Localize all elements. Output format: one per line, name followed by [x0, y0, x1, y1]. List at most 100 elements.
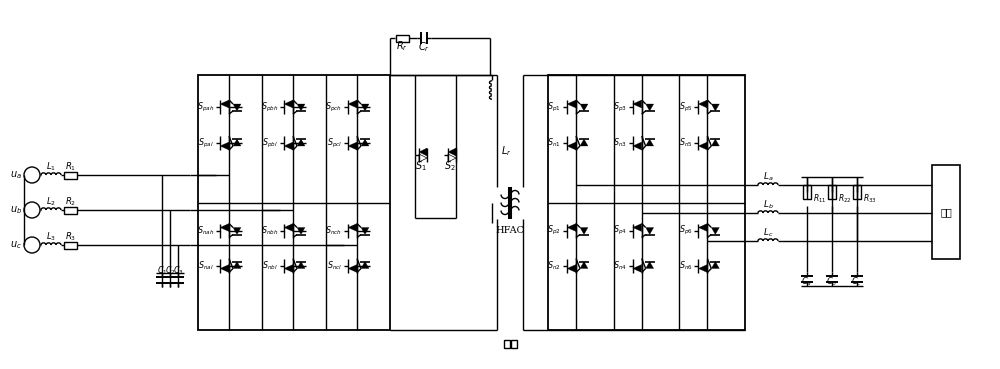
- Bar: [803, 185, 811, 199]
- Text: $S_{n1}$: $S_{n1}$: [547, 137, 561, 149]
- Text: $S_{p5}$: $S_{p5}$: [679, 100, 692, 114]
- Text: $S_{nah}$: $S_{nah}$: [197, 224, 214, 237]
- Text: $S_{pal}$: $S_{pal}$: [198, 137, 214, 149]
- Text: $S_{p4}$: $S_{p4}$: [613, 224, 627, 237]
- Polygon shape: [633, 265, 642, 272]
- Polygon shape: [220, 224, 229, 231]
- Text: $S_{pbl}$: $S_{pbl}$: [262, 137, 278, 149]
- Bar: [396, 34, 409, 41]
- Polygon shape: [711, 139, 719, 146]
- Text: $S_{n6}$: $S_{n6}$: [679, 259, 692, 272]
- Polygon shape: [220, 100, 229, 108]
- Polygon shape: [646, 139, 654, 146]
- Polygon shape: [284, 100, 293, 108]
- Text: $L_3$: $L_3$: [46, 231, 56, 243]
- Polygon shape: [580, 228, 588, 235]
- Polygon shape: [646, 262, 654, 269]
- Polygon shape: [633, 224, 642, 231]
- Text: $L_c$: $L_c$: [763, 227, 773, 239]
- Polygon shape: [220, 142, 229, 150]
- Bar: [932, 165, 960, 259]
- Polygon shape: [646, 228, 654, 235]
- Bar: [198, 75, 390, 330]
- Polygon shape: [698, 224, 707, 231]
- Text: $S_{p1}$: $S_{p1}$: [547, 100, 561, 114]
- Text: $S_{pbh}$: $S_{pbh}$: [261, 100, 278, 114]
- Polygon shape: [567, 142, 576, 150]
- Bar: [511, 340, 517, 348]
- Text: $C_c$: $C_c$: [851, 276, 863, 288]
- Polygon shape: [348, 224, 357, 231]
- Text: $S_{n2}$: $S_{n2}$: [547, 259, 561, 272]
- Text: $R_3$: $R_3$: [65, 231, 76, 243]
- Polygon shape: [580, 104, 588, 111]
- Text: HFAC: HFAC: [496, 226, 524, 235]
- Text: $S_{p2}$: $S_{p2}$: [547, 224, 561, 237]
- Text: $u_b$: $u_b$: [10, 204, 22, 216]
- Polygon shape: [419, 148, 427, 156]
- Polygon shape: [580, 139, 588, 146]
- Text: $S_{p3}$: $S_{p3}$: [613, 100, 627, 114]
- Text: $L_2$: $L_2$: [46, 196, 56, 208]
- Text: $R_r$: $R_r$: [396, 39, 408, 53]
- Polygon shape: [284, 265, 293, 272]
- Text: $C_b$: $C_b$: [826, 276, 838, 288]
- Text: $u_a$: $u_a$: [10, 169, 22, 181]
- Bar: [64, 241, 77, 248]
- Polygon shape: [361, 139, 369, 146]
- Text: $S_1$: $S_1$: [415, 159, 427, 173]
- Polygon shape: [711, 228, 719, 235]
- Polygon shape: [233, 139, 241, 146]
- Text: $R_{11}$: $R_{11}$: [813, 193, 827, 205]
- Text: $C_2$: $C_2$: [165, 265, 175, 277]
- Polygon shape: [297, 228, 305, 235]
- Bar: [64, 207, 77, 214]
- Text: $R_{33}$: $R_{33}$: [863, 193, 877, 205]
- Text: $S_{p6}$: $S_{p6}$: [679, 224, 692, 237]
- Polygon shape: [580, 262, 588, 269]
- Polygon shape: [361, 228, 369, 235]
- Text: $S_2$: $S_2$: [444, 159, 456, 173]
- Text: $R_1$: $R_1$: [65, 161, 76, 173]
- Text: $S_{nbh}$: $S_{nbh}$: [261, 224, 278, 237]
- Polygon shape: [220, 265, 229, 272]
- Text: $u_c$: $u_c$: [10, 239, 22, 251]
- Text: $L_r$: $L_r$: [501, 144, 512, 158]
- Polygon shape: [297, 104, 305, 111]
- Text: $C_a$: $C_a$: [801, 276, 813, 288]
- Text: $S_{nch}$: $S_{nch}$: [325, 224, 342, 237]
- Polygon shape: [448, 148, 456, 156]
- Polygon shape: [698, 100, 707, 108]
- Polygon shape: [698, 142, 707, 150]
- Text: $R_2$: $R_2$: [65, 196, 76, 208]
- Text: $S_{n3}$: $S_{n3}$: [613, 137, 627, 149]
- Polygon shape: [297, 139, 305, 146]
- Text: $S_{n4}$: $S_{n4}$: [613, 259, 627, 272]
- Polygon shape: [348, 142, 357, 150]
- Polygon shape: [711, 104, 719, 111]
- Polygon shape: [361, 104, 369, 111]
- Text: $S_{nbl}$: $S_{nbl}$: [262, 259, 278, 272]
- Text: $S_{pcl}$: $S_{pcl}$: [327, 137, 342, 149]
- Polygon shape: [419, 154, 427, 162]
- Polygon shape: [233, 104, 241, 111]
- Bar: [504, 340, 510, 348]
- Polygon shape: [633, 100, 642, 108]
- Polygon shape: [567, 265, 576, 272]
- Polygon shape: [711, 262, 719, 269]
- Bar: [64, 172, 77, 179]
- Text: $S_{pch}$: $S_{pch}$: [325, 100, 342, 114]
- Polygon shape: [297, 262, 305, 269]
- Polygon shape: [567, 100, 576, 108]
- Text: $C_1$: $C_1$: [157, 265, 167, 277]
- Text: $S_{n5}$: $S_{n5}$: [679, 137, 692, 149]
- Polygon shape: [633, 142, 642, 150]
- Text: $R_{22}$: $R_{22}$: [838, 193, 852, 205]
- Polygon shape: [233, 262, 241, 269]
- Text: $S_{ncl}$: $S_{ncl}$: [327, 259, 342, 272]
- Polygon shape: [284, 142, 293, 150]
- Text: $L_1$: $L_1$: [46, 161, 56, 173]
- Bar: [548, 75, 745, 330]
- Polygon shape: [361, 262, 369, 269]
- Text: $C_3$: $C_3$: [173, 265, 183, 277]
